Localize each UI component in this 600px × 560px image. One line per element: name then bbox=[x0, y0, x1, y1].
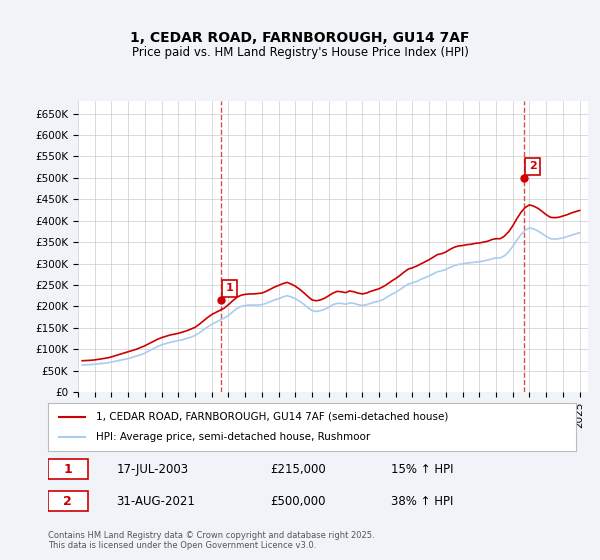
FancyBboxPatch shape bbox=[48, 491, 88, 511]
Text: 17-JUL-2003: 17-JUL-2003 bbox=[116, 463, 189, 476]
Text: £500,000: £500,000 bbox=[270, 494, 325, 507]
Text: 2: 2 bbox=[529, 161, 536, 171]
Text: 1, CEDAR ROAD, FARNBOROUGH, GU14 7AF (semi-detached house): 1, CEDAR ROAD, FARNBOROUGH, GU14 7AF (se… bbox=[95, 412, 448, 422]
Text: £215,000: £215,000 bbox=[270, 463, 326, 476]
Text: Price paid vs. HM Land Registry's House Price Index (HPI): Price paid vs. HM Land Registry's House … bbox=[131, 46, 469, 59]
Text: 38% ↑ HPI: 38% ↑ HPI bbox=[391, 494, 454, 507]
Text: 15% ↑ HPI: 15% ↑ HPI bbox=[391, 463, 454, 476]
Text: 1: 1 bbox=[63, 463, 72, 476]
Text: HPI: Average price, semi-detached house, Rushmoor: HPI: Average price, semi-detached house,… bbox=[95, 432, 370, 442]
Text: 2: 2 bbox=[63, 494, 72, 507]
Text: 1, CEDAR ROAD, FARNBOROUGH, GU14 7AF: 1, CEDAR ROAD, FARNBOROUGH, GU14 7AF bbox=[130, 31, 470, 45]
Text: 31-AUG-2021: 31-AUG-2021 bbox=[116, 494, 196, 507]
Text: 1: 1 bbox=[226, 283, 233, 293]
Text: Contains HM Land Registry data © Crown copyright and database right 2025.
This d: Contains HM Land Registry data © Crown c… bbox=[48, 530, 374, 550]
FancyBboxPatch shape bbox=[48, 459, 88, 479]
